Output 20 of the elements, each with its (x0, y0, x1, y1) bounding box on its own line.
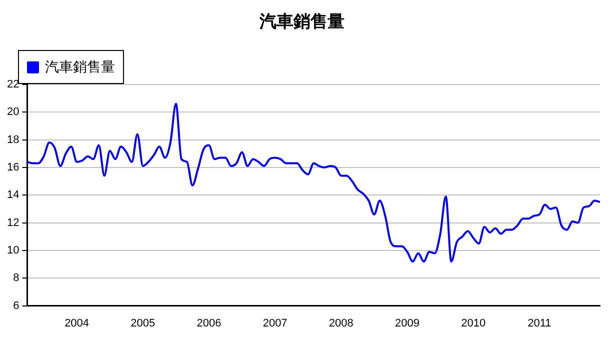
y-tick-label: 22 (6, 78, 20, 90)
legend-label: 汽車銷售量 (45, 58, 115, 74)
line-series (27, 102, 600, 263)
x-tick-label: 2009 (395, 317, 420, 330)
y-tick-label: 10 (6, 244, 20, 256)
y-tick-label: 18 (6, 134, 20, 146)
x-tick-label: 2011 (528, 317, 552, 330)
x-tick-label: 2004 (64, 317, 90, 330)
y-tick-label: 12 (6, 216, 20, 229)
x-tick-label: 2006 (196, 317, 222, 330)
y-tick-label: 8 (13, 272, 20, 284)
y-tick-label: 14 (6, 189, 20, 202)
y-tick-label: 16 (6, 161, 20, 174)
y-tick-label: 20 (6, 106, 20, 118)
y-tick-label: 6 (13, 300, 20, 312)
x-tick-label: 2005 (130, 317, 156, 330)
x-tick-label: 2010 (461, 317, 486, 330)
chart-title: 汽車銷售量 (258, 12, 344, 31)
x-tick-label: 2008 (328, 317, 354, 330)
x-tick-label: 2007 (262, 317, 288, 330)
